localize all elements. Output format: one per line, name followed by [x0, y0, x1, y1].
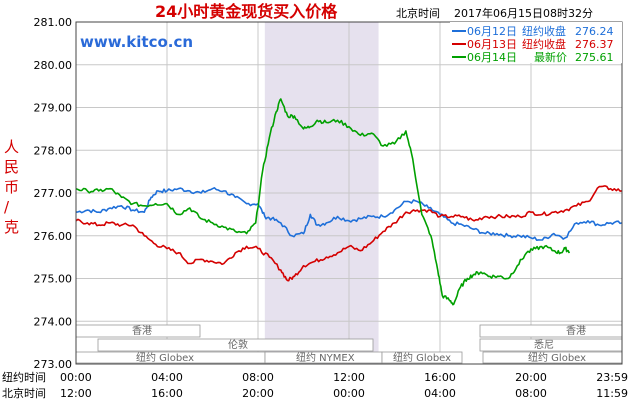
x-tick-label: 20:00 [515, 371, 547, 384]
x-tick-label: 00:00 [60, 371, 92, 384]
x-tick-label: 16:00 [424, 371, 456, 384]
session-label: 伦敦 [228, 338, 248, 351]
session-label: 纽约 NYMEX [296, 351, 355, 364]
y-tick-label: 276.00 [34, 230, 73, 243]
session-label: 香港 [132, 325, 152, 337]
legend-item: 06月14日 最新价 275.61 [452, 50, 614, 64]
legend-date: 06月13日 [467, 38, 517, 51]
x-tick-label: 20:00 [242, 387, 274, 400]
session-bar-globex-2 [381, 351, 463, 364]
svg-text:人民币/克: 人民币/克 [4, 138, 19, 236]
x-row1-title: 纽约时间 [2, 370, 46, 384]
y-tick-label: 279.00 [34, 102, 73, 115]
session-bar-london [97, 338, 374, 352]
y-tick-label: 281.00 [34, 16, 73, 29]
y-tick-label: 280.00 [34, 59, 73, 72]
legend-desc: 纽约收盘 [522, 37, 566, 51]
x-tick-labels: 00:00 04:00 08:00 12:00 16:00 20:00 23:59 12:00… [60, 371, 628, 400]
session-label: 纽约 Globex [528, 351, 586, 364]
session-label: 纽约 Globex [393, 351, 451, 364]
series-line-3 [75, 98, 571, 306]
legend-box [450, 22, 622, 63]
timestamp: 北京时间 2017年06月15日08时32分 [396, 6, 593, 20]
legend-value: 276.37 [575, 38, 614, 51]
x-tick-label: 23:59 [596, 371, 628, 384]
legend-value: 276.24 [575, 25, 614, 38]
legend-item: 06月13日 纽约收盘 276.37 [452, 37, 614, 51]
y-tick-labels: 273.00 274.00 275.00 276.00 277.00 278.00 279.… [34, 16, 73, 371]
legend-value: 275.61 [575, 51, 614, 64]
y-axis-label: 人民币/克 [4, 138, 19, 236]
y-tick-label: 278.00 [34, 144, 73, 157]
session-bars: 香港 伦敦 纽约 Globex 纽约 NYMEX 纽约 Globex 香港 悉尼… [75, 324, 623, 364]
legend-desc: 纽约收盘 [522, 24, 566, 38]
series-lines [75, 98, 623, 306]
session-label: 香港 [566, 325, 586, 337]
x-tick-label: 16:00 [151, 387, 183, 400]
x-tick-label: 08:00 [242, 371, 274, 384]
chart-title: 24小时黄金现货买入价格 [155, 2, 338, 21]
legend-date: 06月12日 [467, 25, 517, 38]
x-row2-title: 北京时间 [2, 386, 46, 400]
x-tick-label: 04:00 [424, 387, 456, 400]
x-tick-label: 04:00 [151, 371, 183, 384]
series-line-2 [75, 185, 623, 282]
y-tick-label: 277.00 [34, 187, 73, 200]
series-line-1 [75, 187, 623, 241]
x-tick-label: 12:00 [60, 387, 92, 400]
legend-desc: 最新价 [534, 50, 567, 64]
session-bar-hongkong-2 [479, 324, 623, 338]
legend-date: 06月14日 [467, 51, 517, 64]
x-tick-label: 12:00 [333, 371, 365, 384]
y-tick-label: 273.00 [34, 358, 73, 371]
x-tick-label: 00:00 [333, 387, 365, 400]
legend: 06月12日 纽约收盘 276.24 06月13日 纽约收盘 276.37 06… [450, 22, 622, 64]
x-tick-label: 08:00 [515, 387, 547, 400]
plot-border [75, 21, 623, 365]
x-tick-label: 11:59 [596, 387, 628, 400]
session-label: 悉尼 [534, 339, 554, 351]
y-tick-label: 275.00 [34, 273, 73, 286]
legend-item: 06月12日 纽约收盘 276.24 [452, 24, 614, 38]
kitco-watermark: www.kitco.cn [80, 33, 193, 51]
y-tick-label: 274.00 [34, 315, 73, 328]
session-label: 纽约 Globex [136, 351, 194, 364]
